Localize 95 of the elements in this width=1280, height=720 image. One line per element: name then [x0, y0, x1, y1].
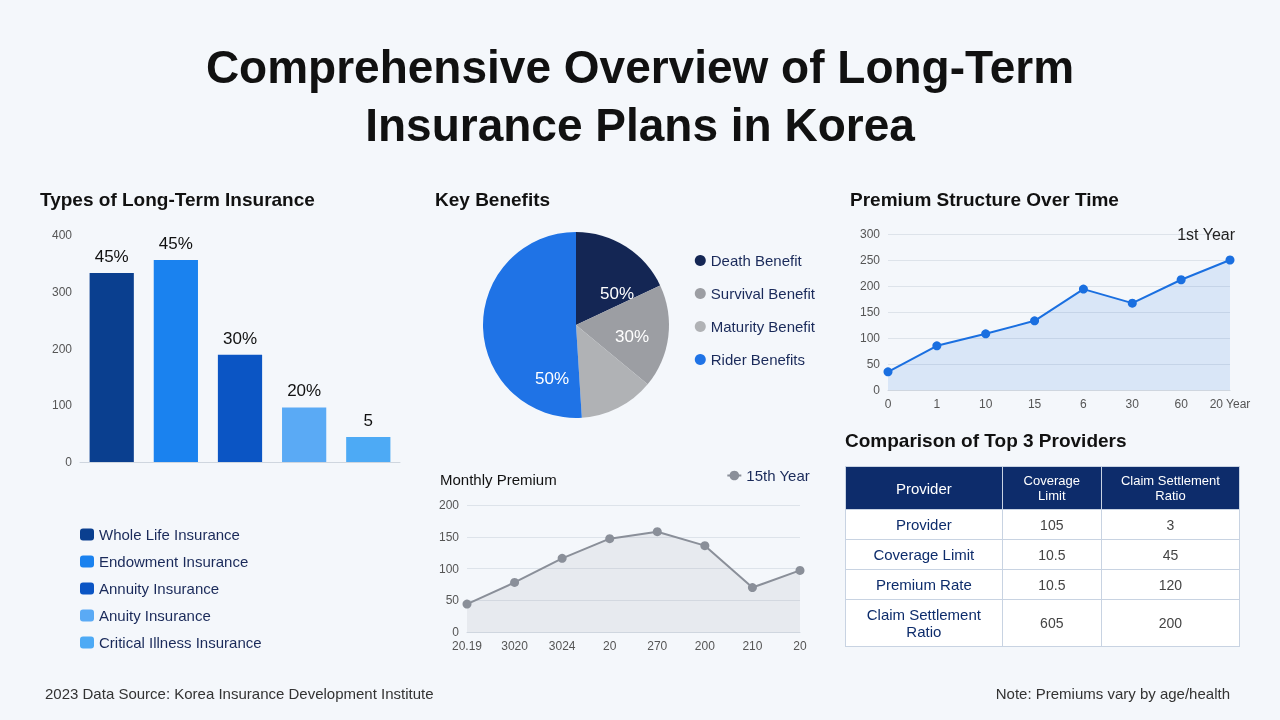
point [883, 367, 893, 377]
text: Comparison of Top 3 Providers [845, 430, 1128, 452]
y-tick-label: 100 [51, 398, 73, 413]
point [1078, 284, 1088, 294]
x-tick-label: 20 Year [1209, 397, 1251, 411]
point [932, 341, 942, 351]
x-tick-label: 1 [933, 397, 941, 411]
y-tick-label: 200 [859, 279, 881, 293]
legend-label: Whole Life Insurance [99, 526, 240, 543]
text: Provider [845, 466, 1003, 510]
annotation: 45% [158, 233, 193, 253]
x-tick-label: 30 [1125, 397, 1140, 411]
point [700, 541, 710, 551]
y-tick-label: 100 [859, 331, 881, 345]
point [605, 534, 615, 544]
annotation: 30% [222, 328, 258, 348]
point [462, 599, 472, 609]
chart-title: Premium Structure Over Time [850, 189, 1119, 210]
y-tick-label: 0 [452, 625, 460, 639]
x-tick-label: 3024 [548, 639, 576, 653]
y-tick-label: 200 [438, 498, 460, 512]
legend-label: Survival Benefit [710, 285, 816, 302]
point [557, 553, 567, 563]
x-tick-label: 20.19 [451, 639, 483, 653]
x-tick-label: 0 [884, 397, 892, 411]
y-tick-label: 200 [51, 341, 73, 356]
point [981, 329, 991, 339]
chart-title: Monthly Premium [440, 471, 557, 488]
point [1225, 255, 1235, 265]
category-label: Claim Settlement Ratio [845, 599, 1003, 647]
series-label: Coverage Limit [1002, 466, 1102, 510]
bar [153, 259, 198, 462]
category-label: Coverage Limit [845, 539, 1003, 570]
legend-label: Critical Illness Insurance [99, 634, 262, 651]
text: Claim Settlement Ratio [1101, 466, 1240, 510]
data-label: 10.5 [1002, 539, 1102, 570]
data-label: 10.5 [1002, 569, 1102, 600]
data-label: 3 [1101, 509, 1240, 540]
annotation: 20% [287, 381, 322, 401]
point [1030, 316, 1040, 326]
legend-label: Annuity Insurance [99, 580, 220, 597]
bar [282, 407, 327, 462]
point [747, 583, 757, 593]
y-tick-label: 300 [51, 284, 73, 299]
y-tick-label: 250 [859, 253, 881, 267]
y-tick-label: 100 [438, 561, 460, 576]
annotation: 5 [363, 410, 374, 430]
legend-label: Anuity Insurance [99, 607, 211, 624]
y-tick-label: 50 [445, 593, 460, 608]
chart-title: Types of Long-Term Insurance [40, 189, 315, 210]
text: Comprehensive Overview of Long-Term Insurance Plans in Korea [204, 40, 1076, 153]
x-tick-label: 20 [793, 639, 807, 653]
legend-label: Endowment Insurance [99, 553, 249, 570]
point [795, 565, 805, 575]
legend-label: Death Benefit [710, 252, 803, 269]
x-tick-label: 6 [1080, 397, 1088, 411]
text: 50% [535, 369, 570, 388]
x-tick-label: 3020 [501, 639, 529, 653]
y-tick-label: 150 [859, 305, 881, 319]
data-label: 45 [1101, 539, 1240, 570]
chart-title: Key Benefits [435, 189, 551, 210]
annotation: 1st Year [1177, 226, 1235, 244]
bar [89, 273, 134, 462]
data-label: 120 [1101, 569, 1240, 600]
text: 2023 Data Source: Korea Insurance Development Institute [45, 685, 434, 702]
annotation: 45% [94, 246, 129, 266]
y-tick-label: 0 [65, 455, 73, 469]
category-label: Premium Rate [845, 569, 1003, 600]
point [1127, 298, 1137, 308]
bar [217, 354, 263, 462]
y-tick-label: 300 [859, 227, 881, 241]
category-label: Provider [845, 509, 1003, 540]
legend-label: 15th Year [746, 467, 810, 484]
point [510, 577, 520, 587]
legend-label: Rider Benefits [710, 351, 805, 368]
x-tick-label: 60 [1174, 397, 1189, 411]
y-tick-label: 50 [866, 357, 881, 371]
point [652, 527, 662, 537]
x-tick-label: 200 [694, 639, 716, 653]
text: 30% [615, 327, 650, 346]
x-tick-label: 10 [979, 397, 993, 411]
data-label: 605 [1002, 599, 1102, 647]
y-tick-label: 0 [873, 383, 881, 397]
x-tick-label: 15 [1027, 397, 1042, 411]
data-label: 105 [1002, 509, 1102, 540]
point [1176, 275, 1186, 285]
text: Note: Premiums vary by age/health [995, 685, 1230, 702]
bar [346, 437, 391, 462]
x-tick-label: 20 [603, 639, 617, 653]
x-tick-label: 210 [742, 639, 763, 653]
y-tick-label: 150 [438, 529, 460, 544]
legend-label: Maturity Benefit [710, 318, 816, 335]
x-tick-label: 270 [647, 639, 668, 653]
text: 50% [600, 284, 635, 303]
y-tick-label: 400 [51, 228, 73, 242]
